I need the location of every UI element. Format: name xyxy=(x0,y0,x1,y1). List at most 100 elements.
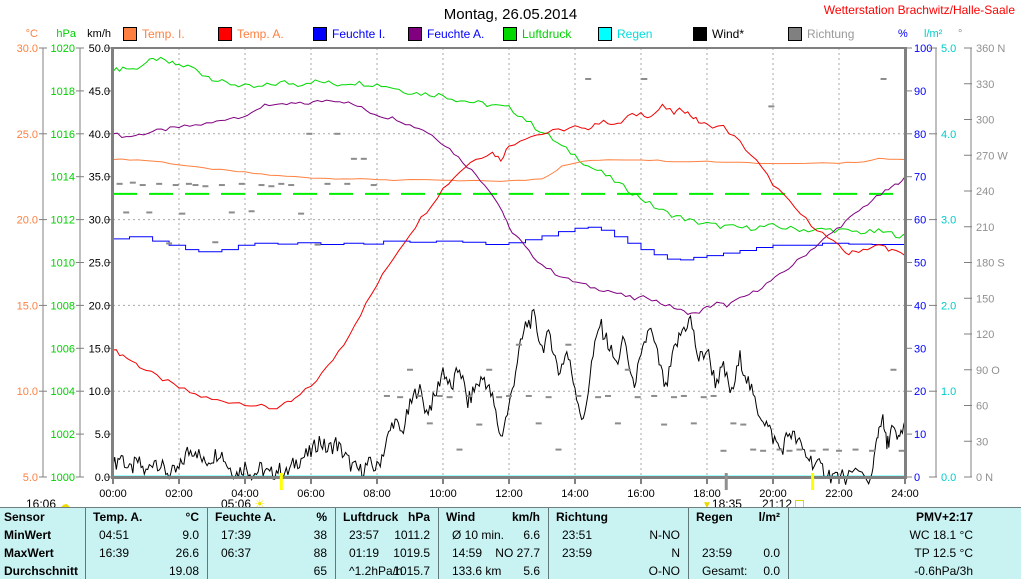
time-tick xyxy=(706,479,708,484)
sun-icon: ☀ xyxy=(254,497,266,511)
legend-item-temp-i-: Temp. I. xyxy=(123,27,185,41)
axis-tick-label: 0.0 xyxy=(941,472,956,484)
legend-swatch xyxy=(693,27,707,41)
time-tick-label: 22:00 xyxy=(825,488,853,500)
legend-label: Richtung xyxy=(807,27,855,41)
axis-tick-label: 15.0 xyxy=(89,343,110,355)
direction-point xyxy=(730,422,737,425)
direction-point xyxy=(116,182,123,185)
axis-tick-label: 100 xyxy=(914,43,932,55)
legend-item-temp-a-: Temp. A. xyxy=(218,27,284,41)
axis-tick-label: 4.0 xyxy=(941,129,956,141)
direction-point xyxy=(156,182,163,185)
direction-point xyxy=(869,449,875,452)
table-row-label: Sensor xyxy=(4,510,45,524)
table-value-time: 14:59 xyxy=(452,546,483,560)
legend: Temp. I. Temp. A. Feuchte I. Feuchte A. Luft… xyxy=(0,27,1021,43)
direction-point xyxy=(740,423,747,426)
direction-point xyxy=(192,184,199,187)
direction-point xyxy=(370,184,377,187)
axis-tick-label: 10 xyxy=(914,429,926,441)
legend-swatch xyxy=(788,27,802,41)
axis-tick-label: 50 xyxy=(914,258,926,270)
table-col-unit: % xyxy=(316,510,327,524)
time-tick-label: 02:00 xyxy=(165,488,193,500)
legend-label: Feuchte I. xyxy=(332,27,386,41)
direction-point xyxy=(298,212,305,215)
direction-point xyxy=(720,449,727,452)
moon-icon: ☁ xyxy=(59,499,71,511)
direction-point xyxy=(624,368,631,371)
axis-kmh: 50.0 45.0 40.0 35.0 30.0 25.0 20.0 15.0 10.0 5.0 0… xyxy=(89,43,113,484)
time-tick xyxy=(310,479,312,484)
table-col-header: Wind xyxy=(446,510,476,524)
direction-point xyxy=(129,181,136,184)
pmv-line: -0.6hPa/3h xyxy=(914,564,973,578)
table-value: 38 xyxy=(313,528,327,542)
series-line xyxy=(112,56,906,239)
axis-tick-label: 90 xyxy=(914,86,926,98)
table-value-time: 133.6 km xyxy=(452,564,502,578)
series-line xyxy=(112,103,906,410)
direction-point xyxy=(750,448,757,451)
series-line xyxy=(112,308,906,486)
axis-tick-label: 1.0 xyxy=(941,386,956,398)
pmv-line: WC 18.1 °C xyxy=(909,528,973,542)
axis-tick-label: 40 xyxy=(914,300,926,312)
axis-tick-label: 20.0 xyxy=(89,300,110,312)
axis-tick-label: 30.0 xyxy=(89,215,110,227)
direction-point xyxy=(496,396,503,399)
legend-label: Wind* xyxy=(712,27,745,41)
legend-swatch xyxy=(503,27,517,41)
direction-point xyxy=(360,157,367,160)
time-tick xyxy=(508,479,510,484)
legend-swatch xyxy=(123,27,137,41)
table-col-header: Temp. A. xyxy=(93,510,143,524)
table-value: O-NO xyxy=(648,564,680,578)
ephemeris-tick xyxy=(811,473,815,490)
table-separator xyxy=(688,508,689,579)
direction-point xyxy=(898,449,905,452)
direction-point xyxy=(710,394,717,397)
axis-tick-label: 1004 xyxy=(51,386,75,398)
table-value xyxy=(688,526,780,544)
direction-point xyxy=(407,368,413,371)
axis-tick-label: 1008 xyxy=(51,300,75,312)
table-value-time: Gesamt: xyxy=(702,564,748,578)
legend-label: Luftdruck xyxy=(522,27,572,41)
direction-point xyxy=(238,182,245,185)
axis-tick-label: 10.0 xyxy=(89,386,110,398)
direction-point xyxy=(809,449,816,452)
legend-item-wind-: Wind* xyxy=(693,27,744,41)
axis-tick-label: 5.0 xyxy=(23,472,38,484)
direction-point xyxy=(288,184,295,187)
table-col-unit: km/h xyxy=(511,510,540,524)
axis-tick-label: 25.0 xyxy=(89,258,110,270)
axis-tick-label: 2.0 xyxy=(941,300,956,312)
direction-point xyxy=(486,368,493,371)
direction-point xyxy=(212,241,219,244)
station-name: Wetterstation Brachwitz/Halle-Saale xyxy=(823,3,1015,17)
time-tick xyxy=(244,479,246,484)
table-col-unit: hPa xyxy=(407,510,430,524)
table-value-time: 23:59 xyxy=(702,546,733,560)
table-value: 1011.2 xyxy=(394,528,430,542)
table-value: 88 xyxy=(313,546,327,560)
direction-point xyxy=(768,105,775,108)
direction-point xyxy=(218,184,225,187)
time-tick xyxy=(904,479,906,484)
direction-point xyxy=(426,422,433,425)
series-luftdruck xyxy=(112,56,906,239)
direction-point xyxy=(605,394,611,397)
axis-tick-label: 1018 xyxy=(51,86,75,98)
axis-tick-label: 30 xyxy=(914,343,926,355)
direction-point xyxy=(258,184,265,187)
table-value: NO 27.7 xyxy=(495,546,540,560)
table-value: 26.6 xyxy=(175,546,199,560)
table-value-time: Ø 10 min. xyxy=(452,528,505,542)
time-tick-label: 10:00 xyxy=(429,488,457,500)
direction-point xyxy=(446,396,453,399)
direction-point xyxy=(680,394,687,397)
time-tick-label: 14:00 xyxy=(561,488,589,500)
